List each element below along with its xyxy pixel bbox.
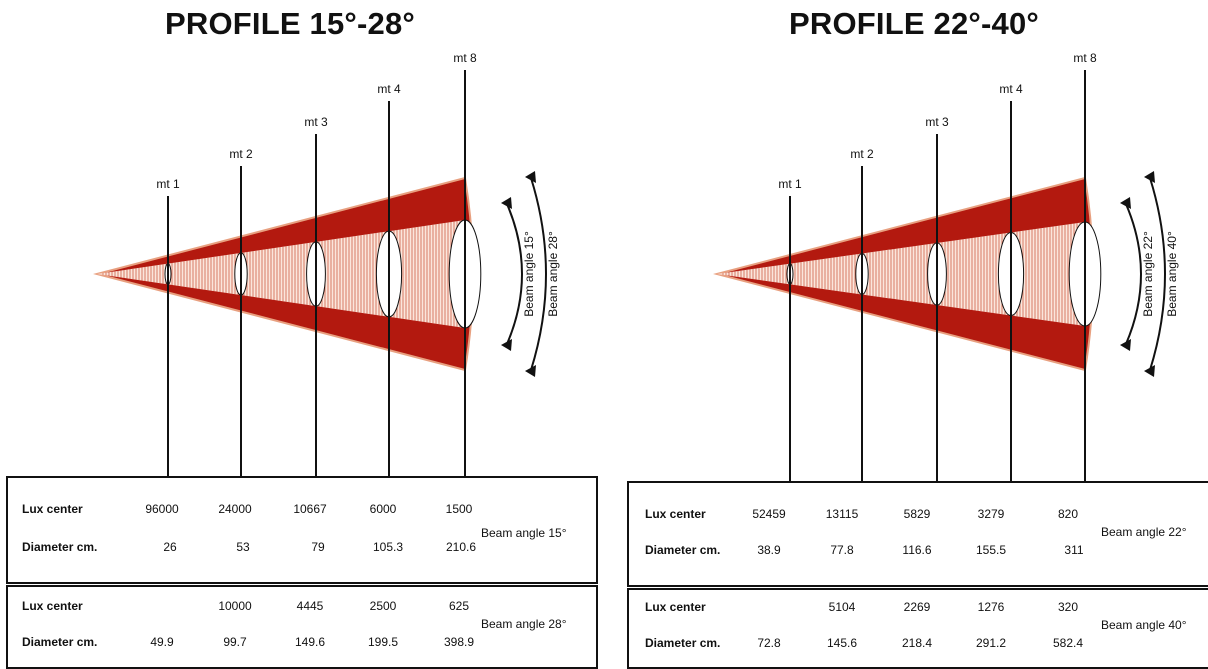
lux-value: 1276: [977, 600, 1005, 614]
lux-value: 10000: [218, 599, 252, 613]
diameter-value: 145.6: [826, 636, 858, 650]
lux-value: 10667: [293, 502, 327, 516]
beam-angle-note: Beam angle 28°: [481, 617, 567, 631]
distance-marker-label: mt 4: [999, 82, 1023, 96]
lux-value: 6000: [369, 502, 397, 516]
lux-value: 52459: [752, 507, 786, 521]
lux-value: 320: [1057, 600, 1079, 614]
lux-value: 625: [448, 599, 470, 613]
row-label-lux: Lux center: [645, 600, 706, 614]
profile-panel-22-40: PROFILE 22°-40° mt 1 mt 2 mt 3 mt 4 mt 8 Beam…: [604, 0, 1208, 669]
beam-angle-arc: [530, 177, 547, 371]
lux-value: 13115: [825, 507, 859, 521]
lux-value: 820: [1057, 507, 1079, 521]
beam-hatching: [722, 222, 1081, 326]
beam-angle-arc: [1149, 177, 1166, 371]
panel-title: PROFILE 22°-40°: [788, 6, 1040, 41]
row-label-diameter: Diameter cm.: [22, 635, 98, 649]
diameter-value: 49.9: [150, 635, 174, 649]
row-label-lux: Lux center: [22, 502, 83, 516]
diameter-value: 582.4: [1052, 636, 1084, 650]
distance-marker-label: mt 8: [1073, 51, 1097, 65]
diameter-value: 99.7: [223, 635, 247, 649]
diameter-value: 72.8: [757, 636, 781, 650]
beam-angle-arc: [506, 203, 523, 345]
diameter-value: 210.6: [445, 540, 477, 554]
distance-marker-label: mt 3: [304, 115, 328, 129]
table-beam-22: Lux center Diameter cm. 52459 13115 5829…: [627, 481, 1208, 587]
diameter-value: 26: [163, 540, 177, 554]
arrowhead-up-icon: [525, 171, 536, 183]
table-beam-15: Lux center Diameter cm. 96000 24000 1066…: [6, 476, 598, 584]
arrowhead-down-icon: [501, 339, 512, 351]
diameter-value: 291.2: [975, 636, 1007, 650]
diameter-value: 105.3: [372, 540, 404, 554]
distance-marker-label: mt 3: [925, 115, 949, 129]
beam-angle-note: Beam angle 15°: [481, 526, 567, 540]
diameter-value: 218.4: [901, 636, 933, 650]
distance-marker-label: mt 2: [229, 147, 253, 161]
beam-diagram: mt 1 mt 2 mt 3 mt 4 mt 8 Beam angle 22° Beam a…: [713, 51, 1179, 487]
lux-value: 5104: [828, 600, 856, 614]
row-label-diameter: Diameter cm.: [645, 636, 721, 650]
diameter-value: 155.5: [975, 543, 1007, 557]
diameter-value: 311: [1064, 543, 1084, 557]
distance-marker-label: mt 1: [778, 177, 802, 191]
arrowhead-down-icon: [525, 365, 536, 377]
beam-angle-arc-label: Beam angle 40°: [1165, 231, 1179, 317]
diameter-value: 53: [236, 540, 250, 554]
row-label-lux: Lux center: [22, 599, 83, 613]
beam-angle-arc-label: Beam angle 15°: [522, 231, 536, 317]
lux-value: 5829: [903, 507, 931, 521]
arrowhead-up-icon: [1144, 171, 1155, 183]
beam-angle-arc-label: Beam angle 22°: [1141, 231, 1155, 317]
lux-value: 4445: [296, 599, 324, 613]
lux-value: 96000: [145, 502, 179, 516]
table-beam-40: Lux center Diameter cm. 5104 2269 1276 3…: [627, 588, 1208, 669]
distance-marker-label: mt 8: [453, 51, 477, 65]
diameter-value: 38.9: [757, 543, 781, 557]
diameter-value: 77.8: [830, 543, 854, 557]
distance-marker-label: mt 1: [156, 177, 180, 191]
beam-angle-arc: [1125, 203, 1142, 345]
distance-marker-label: mt 2: [850, 147, 874, 161]
beam-angle-arc-label: Beam angle 28°: [546, 231, 560, 317]
row-label-diameter: Diameter cm.: [645, 543, 721, 557]
table-beam-28: Lux center Diameter cm. 10000 4445 2500 …: [6, 585, 598, 669]
diameter-value: 149.6: [294, 635, 326, 649]
profile-panel-15-28: PROFILE 15°-28° mt 1 mt 2 mt 3 mt 4 mt 8 Beam…: [6, 6, 598, 669]
diameter-value: 398.9: [443, 635, 475, 649]
lux-value: 2269: [903, 600, 931, 614]
beam-angle-note: Beam angle 40°: [1101, 618, 1187, 632]
diameter-value: 199.5: [367, 635, 399, 649]
beam-angle-note: Beam angle 22°: [1101, 525, 1187, 539]
row-label-diameter: Diameter cm.: [22, 540, 98, 554]
arrowhead-up-icon: [501, 197, 512, 209]
panel-title: PROFILE 15°-28°: [164, 6, 416, 41]
row-label-lux: Lux center: [645, 507, 706, 521]
lux-value: 24000: [218, 502, 252, 516]
diameter-value: 116.6: [902, 543, 932, 557]
arrowhead-down-icon: [1144, 365, 1155, 377]
beam-diagram: mt 1 mt 2 mt 3 mt 4 mt 8 Beam angle 15° Beam a…: [93, 51, 560, 482]
arrowhead-down-icon: [1120, 339, 1131, 351]
lux-value: 1500: [445, 502, 473, 516]
lux-value: 3279: [977, 507, 1005, 521]
arrowhead-up-icon: [1120, 197, 1131, 209]
lux-value: 2500: [369, 599, 397, 613]
distance-marker-label: mt 4: [377, 82, 401, 96]
diameter-value: 79: [311, 540, 325, 554]
